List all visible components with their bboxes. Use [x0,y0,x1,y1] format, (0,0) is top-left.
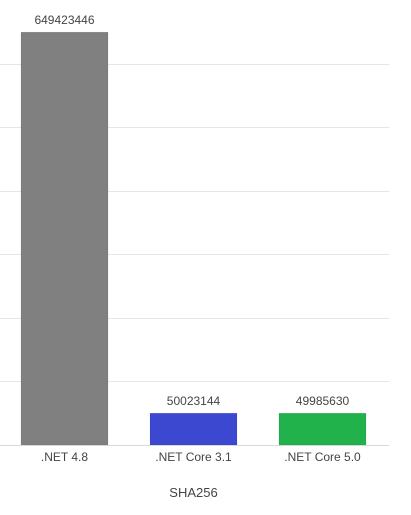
data-label-1: 50023144 [167,394,221,408]
x-tick-label-2: .NET Core 5.0 [284,450,361,464]
data-labels: 649423446 50023144 49985630 [34,13,349,408]
bar-2 [278,412,367,446]
bar-1 [149,412,238,446]
data-label-2: 49985630 [296,394,350,408]
bars [20,31,367,446]
data-label-0: 649423446 [34,13,94,27]
x-tick-labels: .NET 4.8 .NET Core 3.1 .NET Core 5.0 [41,450,361,464]
x-axis-title: SHA256 [169,485,217,500]
x-tick-label-1: .NET Core 3.1 [155,450,232,464]
x-tick-label-0: .NET 4.8 [41,450,88,464]
bar-0 [20,31,109,446]
